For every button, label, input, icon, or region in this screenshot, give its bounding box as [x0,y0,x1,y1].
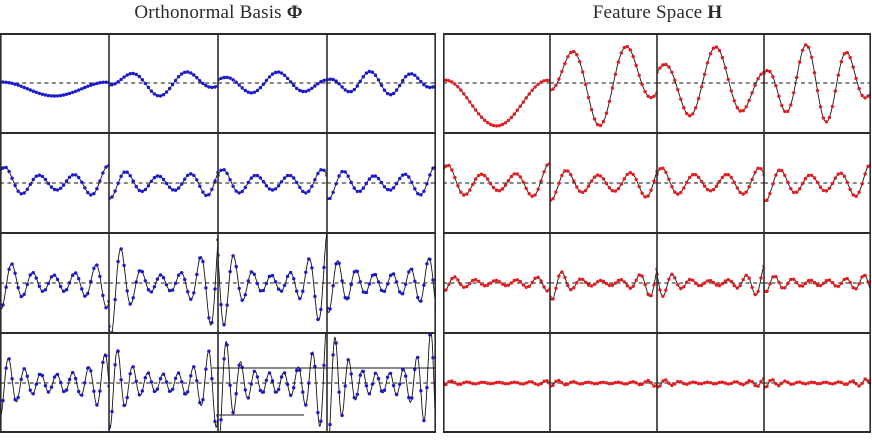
panel-orthonormal-basis: Orthonormal Basis Φ [0,2,437,433]
panel-title-feature-space: Feature Space H [443,2,872,32]
panel-title-text: Orthonormal Basis [134,2,287,23]
h-symbol: H [707,2,723,23]
panel-title-text: Feature Space [592,2,708,23]
panel-title-orthonormal-basis: Orthonormal Basis Φ [0,2,437,32]
phi-symbol: Φ [286,2,303,23]
panel-feature-space: Feature Space H [443,0,872,440]
feature-space-grid [443,33,872,433]
orthonormal-basis-grid [0,33,437,433]
